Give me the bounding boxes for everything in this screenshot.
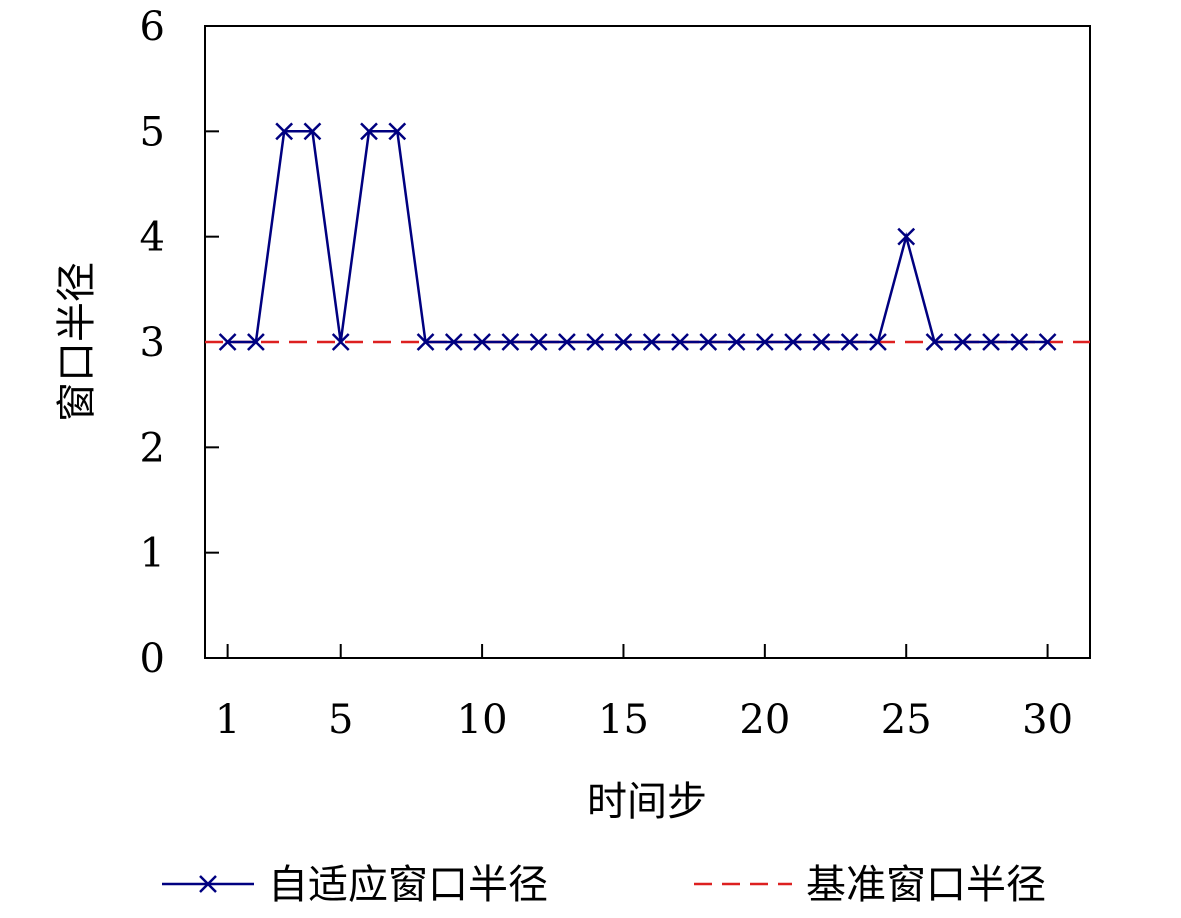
x-axis-ticks: 1 5 10 15 20 25 30 [215,644,1073,743]
x-axis-title: 时间步 [587,779,707,825]
series-layer [205,122,1090,351]
x-tick-label: 30 [1022,697,1073,743]
x-tick-label: 25 [881,697,932,743]
x-tick-label: 10 [457,697,508,743]
data-point-marker [218,333,237,351]
data-point-marker [586,333,605,351]
data-point-marker [869,333,887,351]
data-point-marker [444,333,463,351]
data-point-marker [501,333,520,351]
legend-label-adaptive: 自适应窗口半径 [268,862,548,908]
data-point-marker [784,333,802,351]
data-point-marker [897,227,916,246]
data-point-marker [840,333,859,351]
data-point-marker [247,333,265,351]
data-point-marker [1038,333,1057,351]
data-point-marker [699,333,718,351]
data-point-marker [671,333,689,351]
data-point-marker [331,333,350,351]
legend-item-baseline: 基准窗口半径 [694,862,1046,908]
x-tick-label: 20 [739,697,790,743]
data-point-marker [982,333,1000,351]
y-tick-label: 3 [140,320,165,366]
x-tick-label: 1 [215,697,240,743]
data-point-marker [727,333,746,351]
legend: 自适应窗口半径 基准窗口半径 [162,862,1046,908]
legend-swatch-marker [199,875,217,893]
data-point-marker [558,333,576,351]
data-point-marker [1010,333,1029,351]
y-tick-label: 6 [140,4,165,50]
data-point-marker [755,333,774,351]
legend-label-baseline: 基准窗口半径 [806,862,1046,908]
series-adaptive-line [227,130,1048,344]
x-tick-label: 5 [328,697,353,743]
y-tick-label: 2 [140,425,165,471]
data-point-marker [925,333,944,351]
data-point-marker [473,333,491,351]
data-point-marker [388,122,407,141]
data-point-marker [953,333,972,351]
data-point-marker [529,333,548,351]
data-point-marker [614,333,633,351]
data-point-marker [812,333,831,351]
legend-item-adaptive: 自适应窗口半径 [162,862,548,908]
y-tick-label: 5 [140,109,165,155]
data-point-marker [303,122,322,141]
y-tick-label: 1 [140,531,165,577]
data-point-marker [360,122,378,141]
data-point-marker [642,333,661,351]
y-axis-ticks: 0 1 2 3 4 5 6 [140,4,219,682]
y-axis-title: 窗口半径 [54,262,100,422]
x-tick-label: 15 [598,697,649,743]
y-tick-label: 0 [140,636,165,682]
data-point-marker [275,122,294,141]
y-tick-label: 4 [140,215,165,261]
data-point-marker [416,333,435,351]
